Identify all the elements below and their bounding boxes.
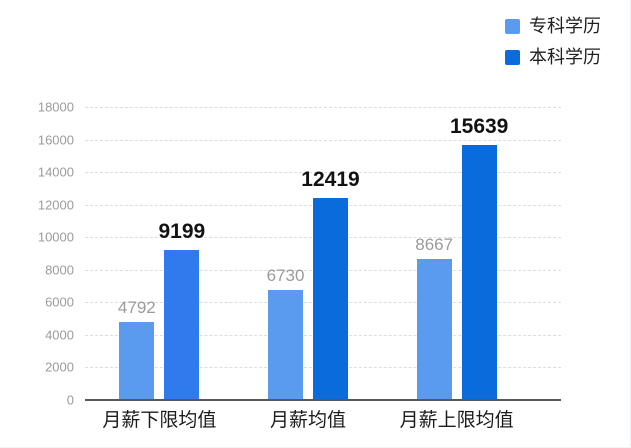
bar-value-label: 6730 (266, 266, 305, 286)
gridline-18000 (85, 107, 561, 108)
bar-groups: 4792 9199 6730 12419 8667 15639 (85, 107, 561, 400)
bar-series-0-cat-1[interactable] (268, 290, 303, 400)
y-axis-tick-label: 12000 (37, 197, 74, 213)
legend-item-label: 专科学历 (529, 16, 601, 36)
bar-slot-series-1-cat-1: 12419 (301, 169, 360, 400)
y-axis-tick-label: 16000 (37, 132, 74, 148)
y-axis-tick-label: 14000 (37, 164, 74, 180)
gridline-16000 (85, 139, 561, 141)
y-axis-tick-label: 0 (66, 392, 74, 408)
y-axis-tick-label: 6000 (45, 294, 74, 310)
bar-slot-series-1-cat-2: 15639 (450, 116, 508, 400)
bar-series-0-cat-0[interactable] (119, 322, 155, 400)
legend-swatch-icon (505, 18, 520, 34)
bar-slot-series-0-cat-1: 6730 (267, 267, 304, 400)
bar-series-1-cat-1[interactable] (313, 197, 348, 400)
x-axis-line (85, 399, 561, 401)
category-label-0: 月薪下限均值 (102, 410, 217, 431)
y-axis-tick-label: 2000 (45, 359, 74, 375)
legend-item-label: 本科学历 (529, 47, 601, 67)
bar-series-0-cat-2[interactable] (416, 258, 452, 400)
y-axis-tick-label: 18000 (37, 99, 74, 115)
legend-item-0[interactable]: 专科学历 (505, 17, 601, 35)
y-axis-tick-label: 8000 (45, 262, 74, 278)
bar-value-label: 4792 (117, 298, 156, 318)
bar-value-label: 15639 (449, 115, 509, 139)
bar-series-1-cat-0[interactable] (164, 250, 200, 400)
bar-group-2: 8667 15639 (382, 107, 531, 400)
category-label-2: 月薪上限均值 (399, 410, 514, 431)
bar-slot-series-0-cat-2: 8667 (415, 236, 453, 400)
bar-group-0: 4792 9199 (85, 107, 234, 400)
category-label-1: 月薪均值 (270, 410, 347, 431)
bar-slot-series-1-cat-0: 9199 (158, 221, 205, 400)
bar-value-label: 8667 (415, 234, 454, 254)
bar-value-label: 9199 (158, 220, 206, 244)
bar-slot-series-0-cat-0: 4792 (118, 299, 156, 400)
legend-item-1[interactable]: 本科学历 (505, 48, 601, 66)
x-axis-labels: 月薪下限均值 月薪均值 月薪上限均值 (85, 410, 561, 433)
y-axis-tick-label: 10000 (37, 229, 74, 245)
gridline-14000 (85, 172, 561, 174)
y-axis-tick-label: 4000 (45, 327, 74, 343)
bar-group-1: 6730 12419 (234, 107, 383, 400)
bar-value-label: 12419 (301, 167, 360, 191)
plot-area: 0 2000 4000 6000 8000 10000 12000 14000 16000 180… (38, 101, 561, 407)
legend: 专科学历 本科学历 (505, 17, 601, 66)
legend-swatch-icon (505, 49, 520, 65)
bar-series-1-cat-2[interactable] (461, 145, 497, 400)
